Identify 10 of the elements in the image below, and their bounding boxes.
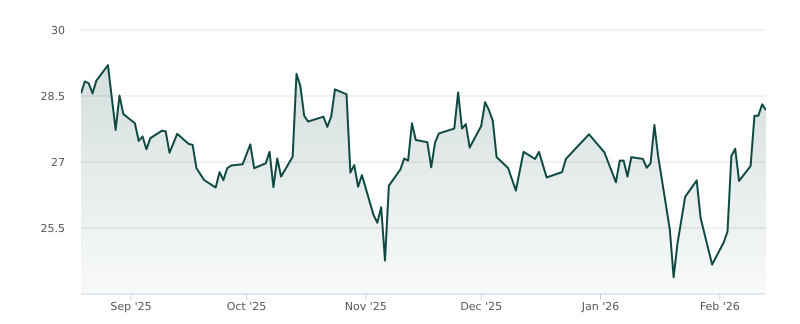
y-tick-label: 25.5 — [40, 222, 65, 235]
x-tick-label: Oct '25 — [226, 300, 266, 313]
x-tick-label: Jan '26 — [580, 300, 620, 313]
y-tick-label: 27 — [51, 156, 65, 169]
x-tick-label: Nov '25 — [344, 300, 387, 313]
y-tick-label: 30 — [51, 24, 65, 37]
x-tick-label: Dec '25 — [460, 300, 502, 313]
y-tick-label: 28.5 — [40, 90, 65, 103]
x-tick-label: Sep '25 — [110, 300, 152, 313]
x-tick-label: Feb '26 — [700, 300, 740, 313]
